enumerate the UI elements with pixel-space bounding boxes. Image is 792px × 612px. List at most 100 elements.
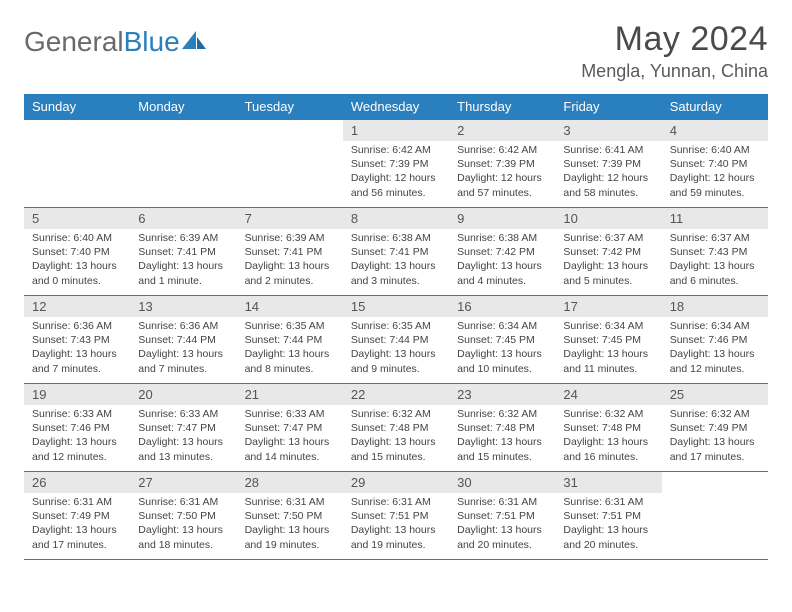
daylight-text: Daylight: 13 hours and 9 minutes. <box>351 347 441 375</box>
sunrise-text: Sunrise: 6:37 AM <box>563 231 653 245</box>
location-text: Mengla, Yunnan, China <box>581 61 768 82</box>
sunrise-text: Sunrise: 6:35 AM <box>351 319 441 333</box>
sunrise-text: Sunrise: 6:32 AM <box>457 407 547 421</box>
day-cell: 14Sunrise: 6:35 AMSunset: 7:44 PMDayligh… <box>237 296 343 384</box>
daylight-text: Daylight: 13 hours and 15 minutes. <box>457 435 547 463</box>
sunrise-text: Sunrise: 6:33 AM <box>32 407 122 421</box>
day-cell: 10Sunrise: 6:37 AMSunset: 7:42 PMDayligh… <box>555 208 661 296</box>
day-cell: 5Sunrise: 6:40 AMSunset: 7:40 PMDaylight… <box>24 208 130 296</box>
sunset-text: Sunset: 7:47 PM <box>245 421 335 435</box>
day-details: Sunrise: 6:34 AMSunset: 7:45 PMDaylight:… <box>555 317 661 380</box>
title-block: May 2024 Mengla, Yunnan, China <box>581 20 768 82</box>
sunset-text: Sunset: 7:43 PM <box>670 245 760 259</box>
week-row: 1Sunrise: 6:42 AMSunset: 7:39 PMDaylight… <box>24 120 768 208</box>
week-row: 19Sunrise: 6:33 AMSunset: 7:46 PMDayligh… <box>24 384 768 472</box>
day-number: 26 <box>24 472 130 493</box>
sunset-text: Sunset: 7:50 PM <box>138 509 228 523</box>
day-cell: 16Sunrise: 6:34 AMSunset: 7:45 PMDayligh… <box>449 296 555 384</box>
day-details: Sunrise: 6:41 AMSunset: 7:39 PMDaylight:… <box>555 141 661 204</box>
day-number: 30 <box>449 472 555 493</box>
sunset-text: Sunset: 7:49 PM <box>670 421 760 435</box>
day-details: Sunrise: 6:40 AMSunset: 7:40 PMDaylight:… <box>662 141 768 204</box>
sunset-text: Sunset: 7:39 PM <box>457 157 547 171</box>
sunrise-text: Sunrise: 6:31 AM <box>32 495 122 509</box>
sunrise-text: Sunrise: 6:40 AM <box>32 231 122 245</box>
day-cell: 28Sunrise: 6:31 AMSunset: 7:50 PMDayligh… <box>237 472 343 560</box>
day-details: Sunrise: 6:37 AMSunset: 7:43 PMDaylight:… <box>662 229 768 292</box>
sunrise-text: Sunrise: 6:33 AM <box>245 407 335 421</box>
day-cell: 15Sunrise: 6:35 AMSunset: 7:44 PMDayligh… <box>343 296 449 384</box>
day-number: 20 <box>130 384 236 405</box>
daylight-text: Daylight: 13 hours and 7 minutes. <box>32 347 122 375</box>
day-number: 22 <box>343 384 449 405</box>
logo-text-general: General <box>24 26 124 58</box>
day-number <box>24 120 130 141</box>
sunset-text: Sunset: 7:48 PM <box>457 421 547 435</box>
daylight-text: Daylight: 12 hours and 56 minutes. <box>351 171 441 199</box>
sunrise-text: Sunrise: 6:31 AM <box>138 495 228 509</box>
sunrise-text: Sunrise: 6:38 AM <box>457 231 547 245</box>
daylight-text: Daylight: 13 hours and 17 minutes. <box>32 523 122 551</box>
sunset-text: Sunset: 7:47 PM <box>138 421 228 435</box>
day-number: 12 <box>24 296 130 317</box>
day-header-row: Sunday Monday Tuesday Wednesday Thursday… <box>24 94 768 120</box>
day-details: Sunrise: 6:31 AMSunset: 7:51 PMDaylight:… <box>449 493 555 556</box>
day-header: Wednesday <box>343 94 449 120</box>
sunrise-text: Sunrise: 6:41 AM <box>563 143 653 157</box>
daylight-text: Daylight: 13 hours and 12 minutes. <box>32 435 122 463</box>
day-header: Sunday <box>24 94 130 120</box>
day-cell: 1Sunrise: 6:42 AMSunset: 7:39 PMDaylight… <box>343 120 449 208</box>
day-header: Tuesday <box>237 94 343 120</box>
daylight-text: Daylight: 13 hours and 8 minutes. <box>245 347 335 375</box>
day-number: 11 <box>662 208 768 229</box>
day-number: 25 <box>662 384 768 405</box>
sunset-text: Sunset: 7:41 PM <box>138 245 228 259</box>
day-details: Sunrise: 6:39 AMSunset: 7:41 PMDaylight:… <box>237 229 343 292</box>
calendar-table: Sunday Monday Tuesday Wednesday Thursday… <box>24 94 768 560</box>
sunrise-text: Sunrise: 6:35 AM <box>245 319 335 333</box>
daylight-text: Daylight: 13 hours and 14 minutes. <box>245 435 335 463</box>
day-number: 19 <box>24 384 130 405</box>
day-cell: 3Sunrise: 6:41 AMSunset: 7:39 PMDaylight… <box>555 120 661 208</box>
sunrise-text: Sunrise: 6:36 AM <box>32 319 122 333</box>
day-number: 29 <box>343 472 449 493</box>
day-details: Sunrise: 6:36 AMSunset: 7:43 PMDaylight:… <box>24 317 130 380</box>
day-cell: 11Sunrise: 6:37 AMSunset: 7:43 PMDayligh… <box>662 208 768 296</box>
day-details: Sunrise: 6:42 AMSunset: 7:39 PMDaylight:… <box>343 141 449 204</box>
day-header: Friday <box>555 94 661 120</box>
sunrise-text: Sunrise: 6:38 AM <box>351 231 441 245</box>
day-number: 28 <box>237 472 343 493</box>
sunset-text: Sunset: 7:51 PM <box>351 509 441 523</box>
daylight-text: Daylight: 13 hours and 17 minutes. <box>670 435 760 463</box>
sunrise-text: Sunrise: 6:34 AM <box>563 319 653 333</box>
sunrise-text: Sunrise: 6:39 AM <box>138 231 228 245</box>
day-details: Sunrise: 6:40 AMSunset: 7:40 PMDaylight:… <box>24 229 130 292</box>
sunrise-text: Sunrise: 6:31 AM <box>457 495 547 509</box>
day-cell: 4Sunrise: 6:40 AMSunset: 7:40 PMDaylight… <box>662 120 768 208</box>
sunset-text: Sunset: 7:41 PM <box>245 245 335 259</box>
sunset-text: Sunset: 7:48 PM <box>351 421 441 435</box>
sunrise-text: Sunrise: 6:32 AM <box>670 407 760 421</box>
day-number: 16 <box>449 296 555 317</box>
sunset-text: Sunset: 7:45 PM <box>457 333 547 347</box>
sunset-text: Sunset: 7:46 PM <box>670 333 760 347</box>
day-details: Sunrise: 6:38 AMSunset: 7:42 PMDaylight:… <box>449 229 555 292</box>
header: GeneralBlue May 2024 Mengla, Yunnan, Chi… <box>24 20 768 82</box>
daylight-text: Daylight: 13 hours and 19 minutes. <box>245 523 335 551</box>
day-details: Sunrise: 6:35 AMSunset: 7:44 PMDaylight:… <box>237 317 343 380</box>
day-details: Sunrise: 6:31 AMSunset: 7:51 PMDaylight:… <box>343 493 449 556</box>
day-number: 1 <box>343 120 449 141</box>
week-row: 5Sunrise: 6:40 AMSunset: 7:40 PMDaylight… <box>24 208 768 296</box>
day-cell: 6Sunrise: 6:39 AMSunset: 7:41 PMDaylight… <box>130 208 236 296</box>
sunrise-text: Sunrise: 6:31 AM <box>351 495 441 509</box>
sunset-text: Sunset: 7:39 PM <box>351 157 441 171</box>
day-details: Sunrise: 6:34 AMSunset: 7:46 PMDaylight:… <box>662 317 768 380</box>
day-number <box>130 120 236 141</box>
day-details: Sunrise: 6:31 AMSunset: 7:49 PMDaylight:… <box>24 493 130 556</box>
daylight-text: Daylight: 13 hours and 7 minutes. <box>138 347 228 375</box>
sunset-text: Sunset: 7:46 PM <box>32 421 122 435</box>
day-number: 27 <box>130 472 236 493</box>
day-details: Sunrise: 6:31 AMSunset: 7:50 PMDaylight:… <box>130 493 236 556</box>
day-details: Sunrise: 6:31 AMSunset: 7:51 PMDaylight:… <box>555 493 661 556</box>
daylight-text: Daylight: 13 hours and 4 minutes. <box>457 259 547 287</box>
